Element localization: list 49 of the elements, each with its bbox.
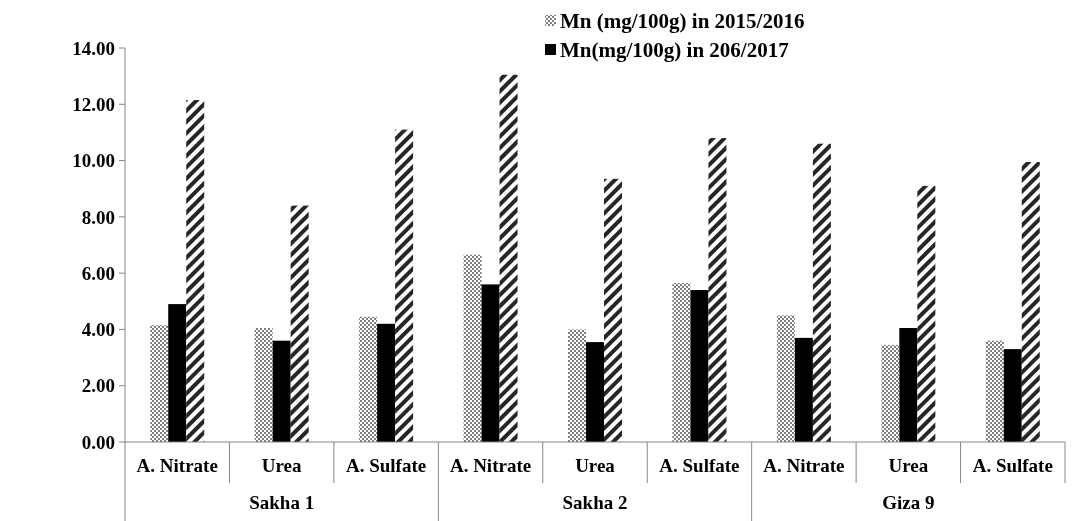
y-tick-label: 2.00 xyxy=(81,375,115,397)
bar xyxy=(272,340,291,442)
x-tick-label: Urea xyxy=(575,455,616,476)
bar xyxy=(463,254,482,442)
bar xyxy=(708,138,727,442)
x-tick-label: A. Sulfate xyxy=(345,455,427,476)
x-tick-label: A. Sulfate xyxy=(659,455,740,476)
bar xyxy=(586,342,604,442)
y-tick-label: 8.00 xyxy=(81,206,115,228)
x-tick-label: A. Nitrate xyxy=(763,455,845,476)
bar xyxy=(568,329,586,442)
bar xyxy=(881,344,900,442)
x-tick-label: Urea xyxy=(261,455,303,476)
bar xyxy=(395,129,414,442)
text: Sakha 2 xyxy=(562,492,628,513)
x-tick-label: A. Nitrate xyxy=(136,455,218,476)
bar xyxy=(899,328,918,442)
bar xyxy=(377,323,396,442)
bar xyxy=(186,100,205,442)
x-tick-label: A. Nitrate xyxy=(449,455,532,476)
legend-label: Mn(mg/100g) in 206/2017 xyxy=(560,38,789,63)
bar xyxy=(985,340,1004,442)
bar xyxy=(1003,349,1022,442)
x-tick-label: A. Sulfate xyxy=(972,455,1053,476)
bar xyxy=(254,328,273,442)
x-tick-label: Urea xyxy=(888,455,929,476)
y-tick-label: 0.00 xyxy=(81,431,115,453)
bar xyxy=(481,284,500,442)
text: Giza 9 xyxy=(882,492,935,513)
bar xyxy=(168,304,187,442)
bar xyxy=(690,290,709,442)
bar xyxy=(604,178,622,442)
bar xyxy=(290,205,309,442)
bar xyxy=(672,282,691,442)
bar xyxy=(499,74,518,442)
bar xyxy=(917,185,936,442)
bar xyxy=(1021,161,1040,442)
y-tick-label: 4.00 xyxy=(81,319,115,341)
y-tick-label: 14.00 xyxy=(72,37,115,59)
y-tick-label: 12.00 xyxy=(72,93,115,115)
bar xyxy=(359,316,378,442)
y-tick-label: 10.00 xyxy=(72,150,115,172)
bar xyxy=(794,337,813,442)
text: Sakha 1 xyxy=(249,492,315,513)
legend-label: Mn (mg/100g) in 2015/2016 xyxy=(560,9,805,34)
y-tick-label: 6.00 xyxy=(81,262,115,284)
bar xyxy=(150,325,169,442)
bar xyxy=(812,143,831,442)
bar xyxy=(776,315,795,442)
